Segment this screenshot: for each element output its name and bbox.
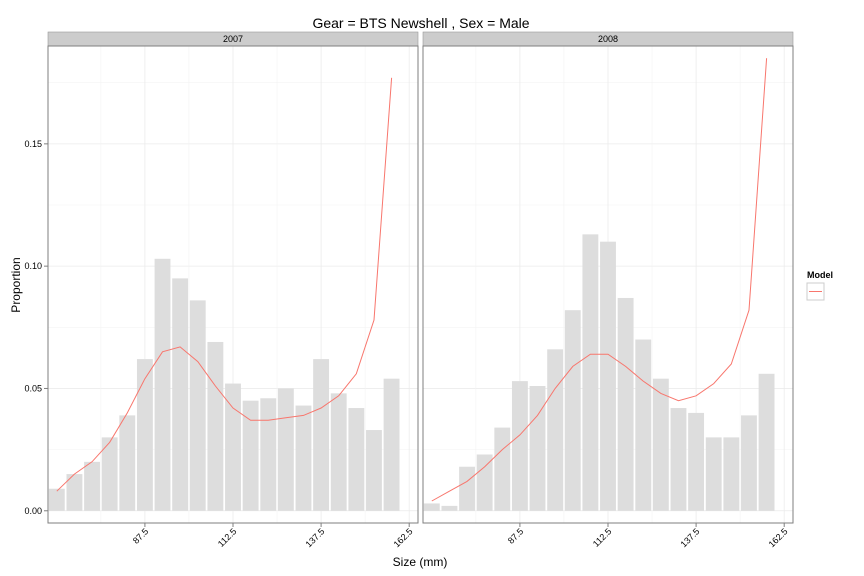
y-tick-label: 0.10: [24, 261, 42, 271]
x-tick-label: 112.5: [591, 526, 614, 549]
legend: Model: [806, 270, 833, 301]
bar: [441, 505, 458, 511]
x-tick-label: 87.5: [131, 526, 150, 545]
panel-2007: 2007 87.5 112.5 137.5 162.5: [47, 31, 419, 549]
bar: [277, 388, 294, 511]
bar: [670, 408, 687, 511]
bar: [705, 437, 722, 511]
bar: [688, 412, 705, 511]
bar: [741, 415, 757, 511]
panels: 2007 87.5 112.5 137.5 162.5 2008 87.5 112.5 137.…: [47, 31, 794, 549]
bar: [366, 430, 382, 511]
y-tick-label: 0.15: [24, 139, 42, 149]
model-line: [431, 58, 768, 502]
bar: [295, 405, 312, 511]
bar: [242, 400, 259, 511]
bar: [635, 339, 652, 511]
bar: [66, 474, 83, 511]
bar: [547, 349, 564, 511]
x-tick-label: 137.5: [679, 526, 702, 549]
bar: [136, 359, 153, 511]
x-tick-label: 87.5: [506, 526, 525, 545]
bar: [494, 427, 511, 511]
bar: [225, 383, 241, 511]
bar: [383, 378, 400, 511]
strip-label: 2007: [223, 34, 243, 44]
bar: [459, 466, 475, 511]
bar: [582, 234, 599, 511]
y-axis: 0.00 0.05 0.10 0.15: [24, 139, 48, 516]
bar: [119, 415, 136, 511]
bar: [189, 300, 206, 511]
bar: [313, 359, 330, 511]
y-tick-label: 0.05: [24, 383, 42, 393]
bar: [260, 398, 277, 511]
chart-title: Gear = BTS Newshell , Sex = Male: [312, 15, 529, 31]
bar: [476, 454, 493, 511]
y-tick-label: 0.00: [24, 506, 42, 516]
bar: [511, 381, 528, 511]
bar: [723, 437, 740, 511]
x-tick-label: 112.5: [216, 526, 239, 549]
bar: [758, 373, 775, 511]
x-tick-label: 137.5: [304, 526, 327, 549]
model-line: [56, 77, 393, 492]
x-tick-label: 162.5: [392, 526, 415, 549]
bar: [84, 461, 100, 511]
bar: [529, 386, 546, 511]
bar: [48, 488, 65, 511]
x-tick-label: 162.5: [767, 526, 790, 549]
bar: [348, 408, 365, 511]
bar: [101, 437, 118, 511]
bar: [330, 393, 347, 511]
legend-title: Model: [807, 270, 833, 280]
bar: [423, 503, 440, 511]
bar: [564, 310, 581, 511]
bar: [154, 258, 171, 511]
x-axis-title: Size (mm): [393, 555, 448, 569]
bar: [207, 341, 224, 511]
bar: [172, 278, 189, 511]
panel-2008: 2008 87.5 112.5 137.5 162.5: [422, 31, 794, 549]
bar: [652, 378, 669, 511]
bar: [617, 297, 634, 511]
bar: [600, 241, 616, 511]
y-axis-title: Proportion: [9, 257, 23, 312]
strip-label: 2008: [598, 34, 618, 44]
